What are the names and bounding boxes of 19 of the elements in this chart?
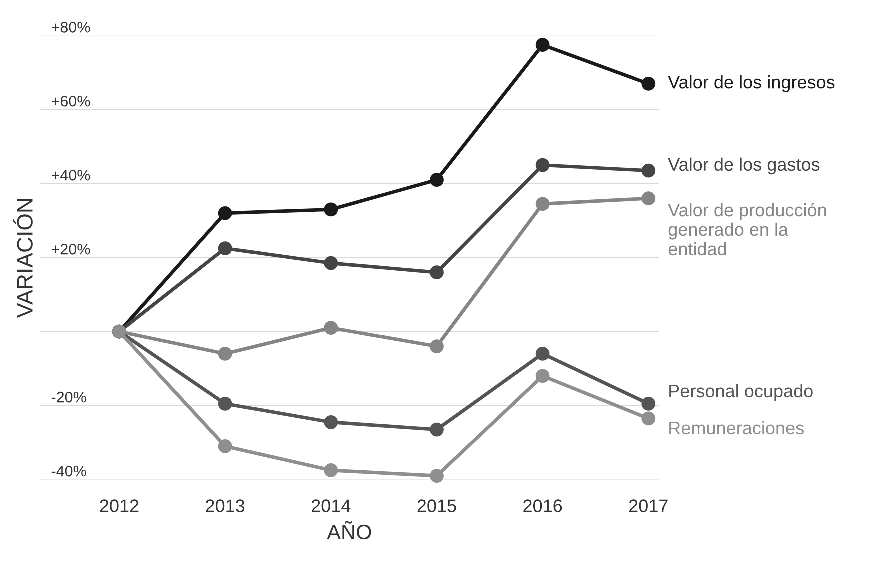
y-tick-label: -40% <box>52 466 86 477</box>
x-tick-label: 2016 <box>524 500 562 512</box>
series-label: Remuneraciones <box>670 421 804 435</box>
y-axis-title: VARIACIÓN <box>13 199 33 318</box>
series-label: Valor de los gastos <box>668 158 820 175</box>
series-label: Personal ocupado <box>670 384 813 402</box>
x-axis-title: AÑO <box>327 521 372 540</box>
x-tick-label: 2015 <box>418 500 456 512</box>
x-tick-label: 2012 <box>100 500 139 512</box>
y-tick-label: +80% <box>52 22 90 33</box>
x-tick-label: 2014 <box>312 500 351 512</box>
y-tick-label: +40% <box>52 170 90 181</box>
x-tick-label: 2013 <box>206 500 245 512</box>
y-tick-label: -20% <box>52 392 86 403</box>
x-tick-label: 2017 <box>629 500 668 512</box>
series-label: Valor de los ingresos <box>668 76 835 92</box>
y-tick-label: +20% <box>52 244 90 255</box>
series-label: Valor de producción generado en la entidad <box>668 203 826 256</box>
y-tick-label: +60% <box>52 96 90 107</box>
